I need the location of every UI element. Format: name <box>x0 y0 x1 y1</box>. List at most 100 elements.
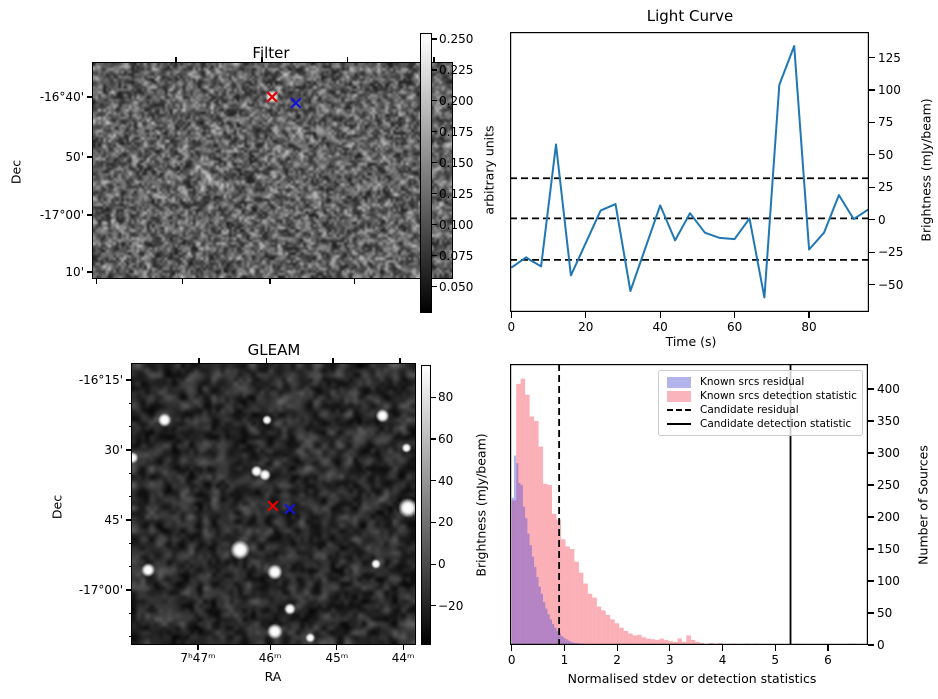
tick-mark <box>868 484 874 486</box>
histogram-bar <box>668 641 673 645</box>
tick-mark <box>265 358 267 364</box>
tick-mark <box>616 645 618 651</box>
histogram-bar <box>601 610 606 645</box>
tick-mark <box>431 563 436 565</box>
histogram-bar <box>623 630 629 645</box>
filter-ylabel: Dec <box>8 159 24 185</box>
histogram-ytick-label: 300 <box>877 445 900 460</box>
histogram-bar <box>596 606 602 645</box>
gleam-colorbar-label: Brightness (mJy/beam) <box>473 433 489 577</box>
histogram-bar <box>565 639 568 645</box>
tick-mark <box>126 519 132 521</box>
tick-mark <box>868 580 874 582</box>
gleam-ra-tick-label: 45ᵐ <box>325 651 349 665</box>
histogram-bar <box>552 513 557 645</box>
light-curve-ytick-label: 50 <box>878 147 894 162</box>
gleam-ra-tick-label: 7ʰ47ᵐ <box>180 651 216 665</box>
filter-colorbar <box>420 33 432 313</box>
filter-markers <box>266 91 302 109</box>
filter-colorbar-tick-label: 0.100 <box>439 217 474 232</box>
histogram-bar <box>522 506 526 645</box>
legend: Known srcs residual Known srcs detection … <box>658 370 863 436</box>
histogram-bar <box>569 641 573 645</box>
histogram-bar <box>646 638 651 645</box>
tick-mark <box>402 644 404 650</box>
tick-mark <box>827 645 829 651</box>
histogram-bar <box>549 619 553 645</box>
histogram-bar <box>578 572 584 645</box>
histogram-plot <box>510 364 868 645</box>
histogram-ytick-label: 200 <box>877 509 900 524</box>
light-curve-xlabel: Time (s) <box>665 334 717 349</box>
histogram-bar <box>527 533 530 645</box>
histogram-bar <box>572 642 575 645</box>
tick-mark <box>432 255 437 257</box>
histogram-xtick-label: 6 <box>824 653 832 667</box>
tick-mark <box>87 156 93 158</box>
histogram-bar <box>543 602 546 645</box>
light-curve-xtick-label: 40 <box>652 320 668 334</box>
tick-mark <box>869 89 875 91</box>
gleam-colorbar-tick-label: 20 <box>438 515 454 530</box>
histogram-bar <box>545 608 548 645</box>
histogram-bar <box>574 561 579 645</box>
light-curve-plot <box>510 32 870 312</box>
histogram-bar <box>567 640 570 645</box>
tick-mark <box>868 644 874 646</box>
histogram-bar <box>690 639 696 645</box>
light-curve-line <box>510 45 870 299</box>
histogram-ytick-label: 150 <box>877 541 900 556</box>
histogram-bar <box>511 500 517 645</box>
filter-colorbar-tick-label: 0.150 <box>439 155 474 170</box>
histogram-bar <box>529 416 535 645</box>
histogram-bar <box>516 383 521 645</box>
light-curve-xtick-label: 60 <box>726 320 743 334</box>
legend-swatch-candidate-detection-statistic <box>667 423 691 425</box>
histogram-xtick-label: 4 <box>718 653 727 667</box>
tick-mark <box>181 278 183 284</box>
tick-mark <box>432 162 437 164</box>
light-curve-xtick-label: 0 <box>507 320 516 334</box>
gleam-colorbar <box>421 365 431 645</box>
tick-mark <box>175 57 177 63</box>
tick-mark <box>126 589 132 591</box>
histogram-bar <box>681 641 687 645</box>
x-marker <box>290 97 302 109</box>
filter-dec-tick-label: 10' <box>65 264 84 279</box>
light-curve-ylabel: Brightness (mJy/beam) <box>918 98 934 242</box>
filter-colorbar-tick-label: 0.050 <box>439 279 474 294</box>
filter-colorbar-tick-label: 0.250 <box>439 31 474 46</box>
tick-mark <box>128 402 132 404</box>
legend-item-label: Candidate residual <box>700 404 799 416</box>
tick-mark <box>198 358 200 364</box>
histogram-ytick-label: 350 <box>877 413 900 428</box>
tick-mark <box>269 278 271 284</box>
gleam-colorbar-tick-label: 40 <box>438 473 454 488</box>
histogram-bar <box>534 566 537 645</box>
histogram-bar <box>569 548 575 645</box>
gleam-ra-tick-label: 44ᵐ <box>391 651 415 665</box>
filter-dec-tick-label: 50' <box>65 149 84 164</box>
tick-mark <box>669 645 671 651</box>
tick-mark <box>433 57 435 63</box>
histogram-ytick-label: 400 <box>877 381 900 396</box>
histogram-bar <box>563 637 566 645</box>
gleam-xlabel: RA <box>264 669 282 684</box>
light-curve-ytick-label: 25 <box>878 180 894 195</box>
tick-mark <box>432 224 437 226</box>
axes-frame <box>510 364 868 645</box>
gleam-dec-tick-label: -16°15' <box>78 372 123 387</box>
light-curve-ytick-label: 125 <box>878 50 901 65</box>
light-curve-xtick-label: 80 <box>801 320 817 334</box>
gleam-colorbar-tick-label: −20 <box>438 598 464 613</box>
histogram-bar <box>556 519 561 645</box>
histogram-bar <box>520 378 526 645</box>
tick-mark <box>869 121 875 124</box>
histogram-xtick-label: 5 <box>771 653 780 667</box>
legend-item: Known srcs detection statistic <box>667 390 857 402</box>
tick-mark <box>659 312 661 318</box>
histogram-bar <box>560 539 566 645</box>
tick-mark <box>868 452 874 454</box>
histogram-bar <box>543 483 548 645</box>
